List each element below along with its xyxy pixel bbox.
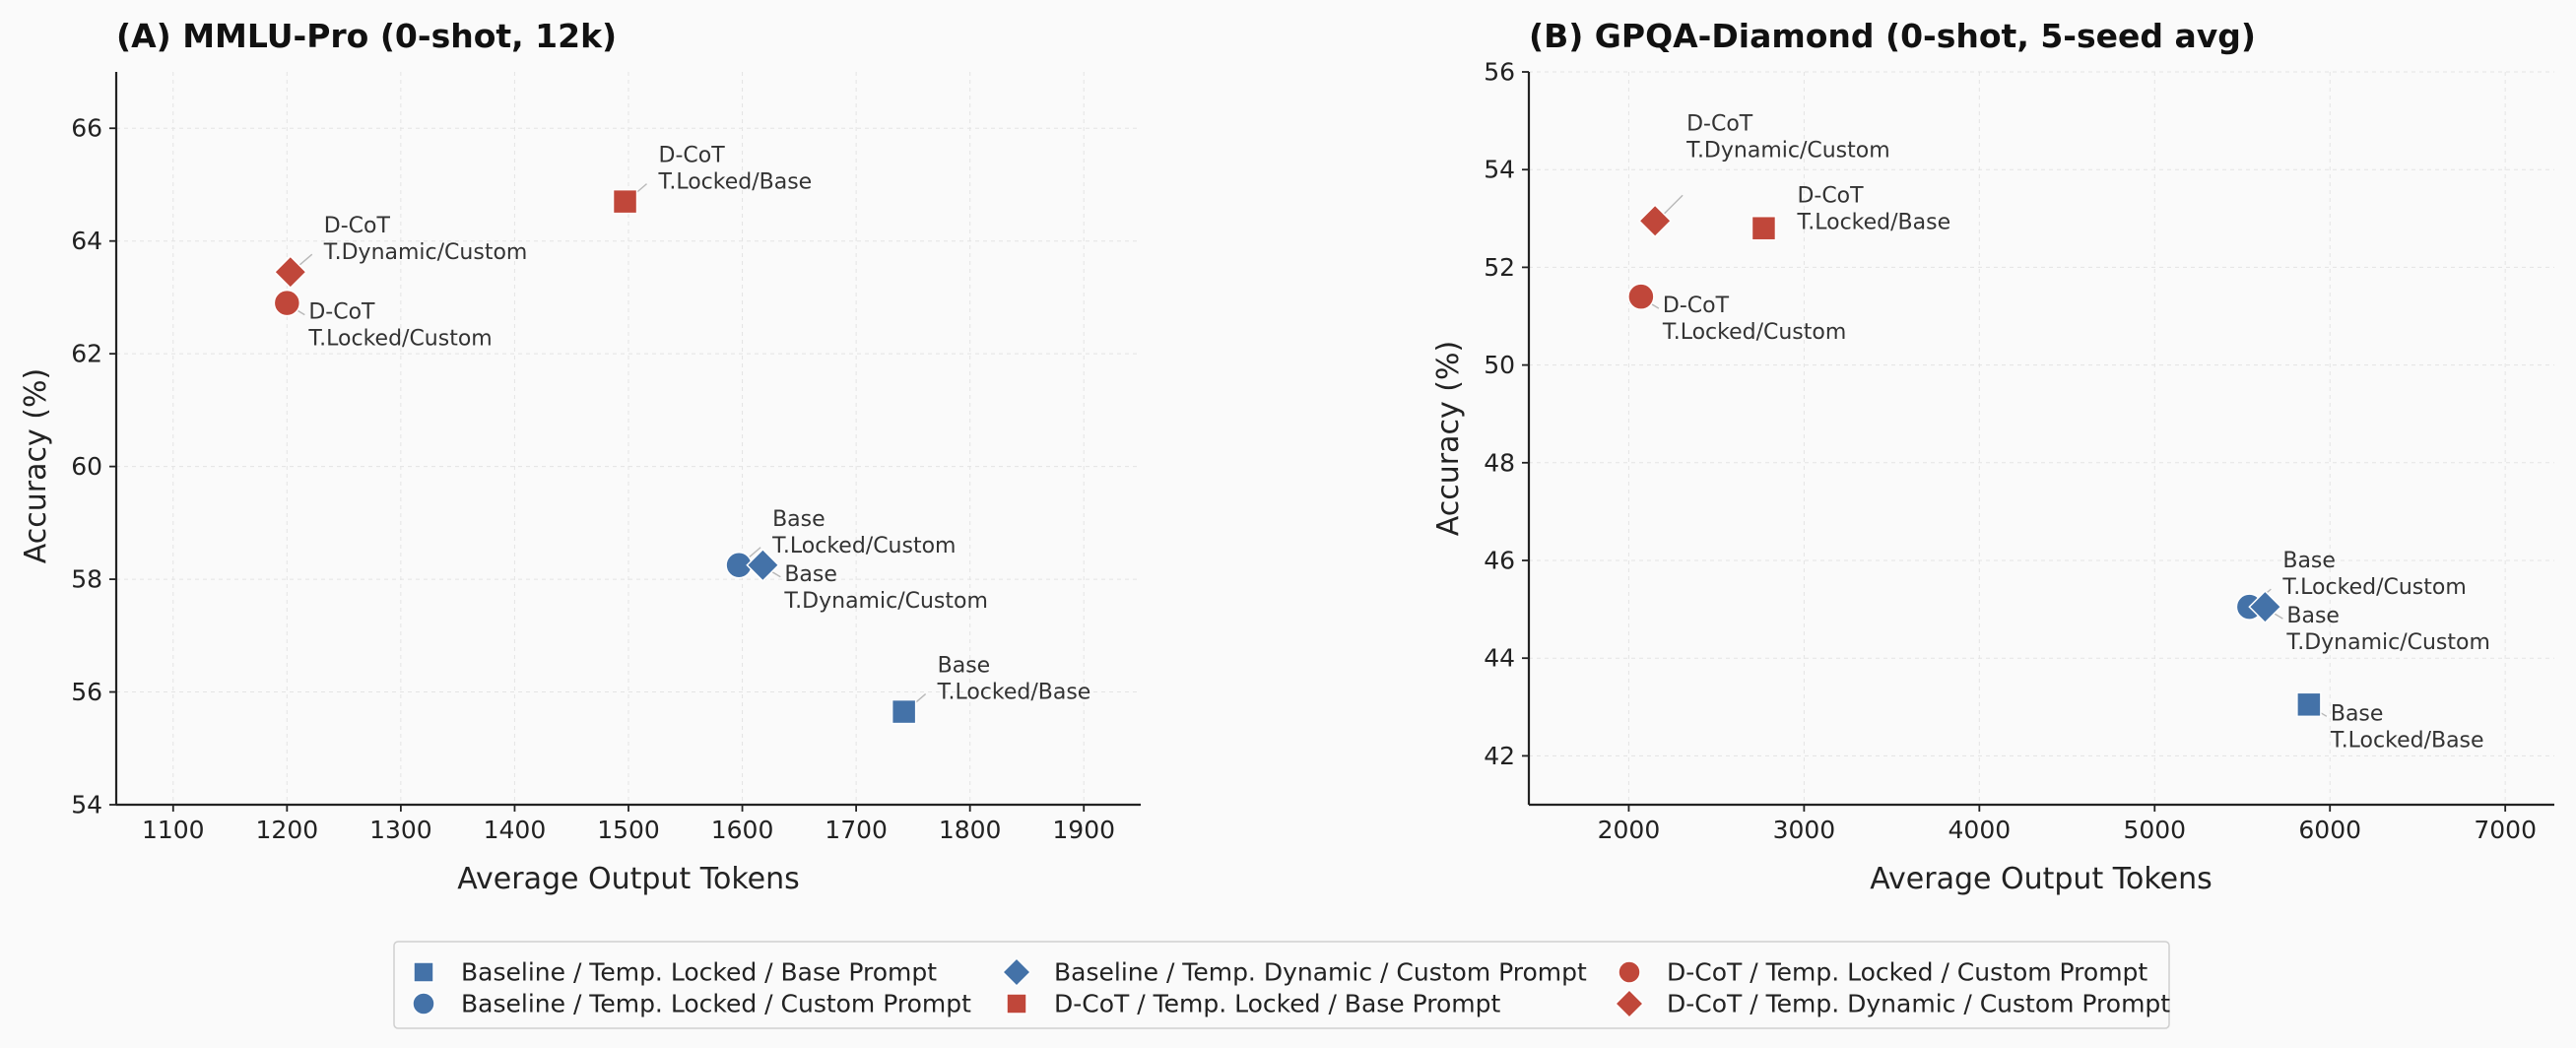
panel-a-xtick-label: 1700 <box>825 816 888 844</box>
panel-a-point-label: D-CoT T.Locked/Base <box>658 144 813 195</box>
legend-square-marker <box>413 961 434 983</box>
panel-b-xtick-label: 7000 <box>2474 816 2537 844</box>
panel-a-grid <box>116 72 1141 806</box>
legend-label-2: Baseline / Temp. Dynamic / Custom Prompt <box>1054 958 1587 987</box>
panel-b-ytick-label: 52 <box>1484 253 1515 282</box>
panel-a-xtick-label: 1600 <box>711 816 774 844</box>
panel-a-leader-line <box>297 253 313 267</box>
legend-item-5: D-CoT / Temp. Dynamic / Custom Prompt <box>1614 988 2170 1019</box>
panel-b-ytick-label: 46 <box>1484 547 1515 575</box>
panel-b-ytick-label: 56 <box>1484 58 1515 87</box>
panel-a-ytick-label: 54 <box>71 791 102 819</box>
panel-b-grid <box>1529 71 2554 805</box>
panel-a-point-label: D-CoT T.Locked/Custom <box>307 300 492 352</box>
legend-circle-marker <box>1618 960 1641 984</box>
legend-item-1: Baseline / Temp. Locked / Custom Prompt <box>412 990 971 1018</box>
panel-b-xlabel: Average Output Tokens <box>1870 862 2212 896</box>
panel-a-xtick-label: 1900 <box>1052 816 1115 844</box>
legend: Baseline / Temp. Locked / Base Prompt Ba… <box>393 941 2170 1029</box>
panel-b-point-label: D-CoT T.Locked/Base <box>1796 184 1950 235</box>
panel-a-ytick-label: 62 <box>71 340 102 368</box>
panel-a-xlabel: Average Output Tokens <box>457 862 799 896</box>
panel-a-mmlu-pro: (A) MMLU-Pro (0-shot, 12k) Average Outpu… <box>19 17 1141 896</box>
panel-a-ytick-label: 58 <box>71 565 102 594</box>
panel-a-xtick-label: 1300 <box>369 816 432 844</box>
legend-label-5: D-CoT / Temp. Dynamic / Custom Prompt <box>1667 990 2170 1018</box>
panel-a-point: Base T.Locked/Custom <box>725 507 956 579</box>
panel-b-xtick-label: 6000 <box>2298 816 2361 844</box>
panel-a-point: Base T.Locked/Base <box>891 654 1091 725</box>
legend-label-4: D-CoT / Temp. Locked / Custom Prompt <box>1667 958 2147 987</box>
legend-square-marker <box>1006 993 1027 1015</box>
panel-a-circle-marker <box>273 289 301 317</box>
panel-a-title: (A) MMLU-Pro (0-shot, 12k) <box>116 17 617 55</box>
panel-b-xtick-label: 3000 <box>1773 816 1836 844</box>
panel-a-square-marker <box>612 188 638 215</box>
panel-b-point: Base T.Dynamic/Custom <box>2248 590 2490 655</box>
panel-b-ytick-label: 44 <box>1484 644 1515 673</box>
panel-b-point: D-CoT T.Locked/Base <box>1750 184 1950 241</box>
panel-b-point-label: D-CoT T.Dynamic/Custom <box>1685 111 1890 163</box>
panel-a-xtick-label: 1100 <box>142 816 205 844</box>
panel-b-leader-line <box>1662 194 1684 216</box>
panel-b-ytick-label: 54 <box>1484 156 1515 184</box>
panel-a-ytick-label: 60 <box>71 452 102 481</box>
panel-b-point: D-CoT T.Dynamic/Custom <box>1638 111 1890 238</box>
panel-b-ytick-label: 50 <box>1484 351 1515 379</box>
panel-b-point-label: D-CoT T.Locked/Custom <box>1662 294 1846 345</box>
panel-b-title: (B) GPQA-Diamond (0-shot, 5-seed avg) <box>1529 17 2256 55</box>
panel-b-point-label: Base T.Locked/Custom <box>2281 549 2466 600</box>
panel-a-point-label: D-CoT T.Dynamic/Custom <box>323 214 528 265</box>
panel-a-square-marker <box>891 698 917 725</box>
panel-b-diamond-marker <box>1638 204 1673 238</box>
legend-label-1: Baseline / Temp. Locked / Custom Prompt <box>461 990 971 1018</box>
panel-a-ytick-label: 56 <box>71 678 102 706</box>
panel-a-xtick-label: 1500 <box>597 816 660 844</box>
panel-b-circle-marker <box>1627 283 1655 310</box>
panel-b-point-label: Base T.Locked/Base <box>2330 701 2484 753</box>
legend-circle-marker <box>412 992 435 1015</box>
panel-a-point-label: Base T.Locked/Custom <box>771 507 956 558</box>
legend-frame <box>393 941 2170 1029</box>
panel-a-point-label: Base T.Locked/Base <box>937 654 1091 705</box>
legend-item-0: Baseline / Temp. Locked / Base Prompt <box>413 958 937 987</box>
panel-a-point: Base T.Dynamic/Custom <box>746 548 988 614</box>
panel-a-point: D-CoT T.Locked/Base <box>612 144 813 215</box>
panel-a-ylabel: Accuracy (%) <box>19 368 53 563</box>
panel-a-xtick-label: 1400 <box>484 816 547 844</box>
panel-b-ytick-label: 48 <box>1484 448 1515 477</box>
legend-diamond-marker <box>1001 956 1032 988</box>
panel-a-ytick-label: 64 <box>71 227 102 255</box>
panel-b-point: D-CoT T.Locked/Custom <box>1627 283 1846 345</box>
panel-b-xtick-label: 2000 <box>1598 816 1661 844</box>
panel-a-point: D-CoT T.Dynamic/Custom <box>273 214 528 290</box>
panel-b-point-label: Base T.Dynamic/Custom <box>2285 604 2490 655</box>
panel-b-gpqa-diamond: (B) GPQA-Diamond (0-shot, 5-seed avg) Av… <box>1431 17 2554 896</box>
legend-item-4: D-CoT / Temp. Locked / Custom Prompt <box>1618 958 2147 987</box>
panel-a-xtick-label: 1800 <box>939 816 1002 844</box>
panel-b-ytick-label: 42 <box>1484 742 1515 770</box>
legend-label-3: D-CoT / Temp. Locked / Base Prompt <box>1054 990 1501 1018</box>
panel-a-point-label: Base T.Dynamic/Custom <box>783 562 988 614</box>
legend-diamond-marker <box>1614 988 1645 1019</box>
panel-b-point: Base T.Locked/Base <box>2296 691 2484 753</box>
legend-label-0: Baseline / Temp. Locked / Base Prompt <box>461 958 937 987</box>
panel-a-diamond-marker <box>273 255 307 290</box>
panel-a-xtick-label: 1200 <box>256 816 319 844</box>
panel-b-ylabel: Accuracy (%) <box>1431 341 1466 536</box>
panel-a-ytick-label: 66 <box>71 114 102 143</box>
panel-a-diamond-marker <box>746 548 780 582</box>
panel-b-xtick-label: 4000 <box>1949 816 2012 844</box>
panel-b-square-marker <box>1750 215 1777 241</box>
legend-item-3: D-CoT / Temp. Locked / Base Prompt <box>1006 990 1501 1018</box>
legend-item-2: Baseline / Temp. Dynamic / Custom Prompt <box>1001 956 1587 988</box>
panel-b-square-marker <box>2296 691 2322 718</box>
panel-a-point: D-CoT T.Locked/Custom <box>273 289 493 352</box>
panel-b-diamond-marker <box>2248 590 2282 624</box>
panel-b-xtick-label: 5000 <box>2123 816 2186 844</box>
